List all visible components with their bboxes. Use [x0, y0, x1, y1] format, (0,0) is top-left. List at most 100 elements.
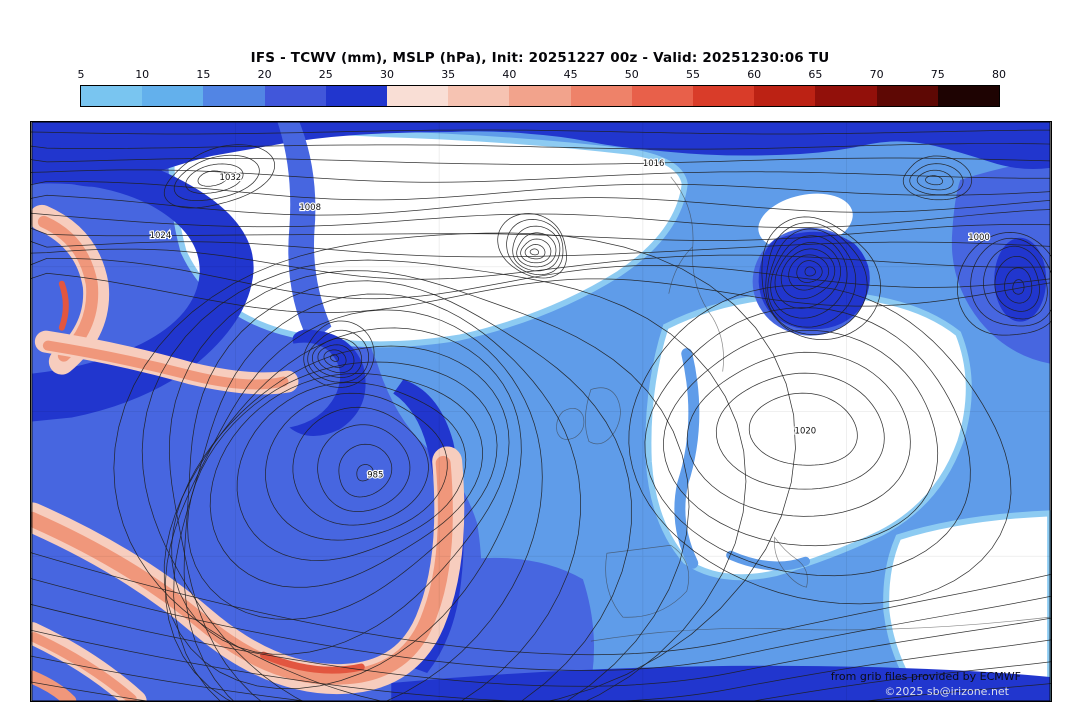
- isobar: [520, 238, 552, 264]
- chart-title: IFS - TCWV (mm), MSLP (hPa), Init: 20251…: [250, 50, 830, 66]
- isobar: [663, 329, 939, 547]
- isobar: [796, 260, 823, 283]
- colorbar-segment: [876, 86, 938, 106]
- isobar: [31, 655, 1051, 701]
- colorbar-segment: [325, 86, 388, 106]
- isobar: [173, 154, 260, 202]
- moisture-arc-edge: [31, 670, 77, 701]
- isobar: [804, 266, 816, 277]
- isobar: [516, 232, 557, 268]
- isobar: [163, 327, 522, 689]
- colorbar-segment: [754, 86, 816, 106]
- isobar: [168, 270, 690, 701]
- isobar: [765, 222, 868, 336]
- isobar: [31, 629, 1051, 701]
- isobar: [31, 224, 1051, 241]
- moist-tongue: [277, 122, 332, 344]
- colorbar-tick-label: 15: [196, 68, 211, 81]
- map-canvas: 1032 1024 1008 1016 1020 1000 985: [31, 122, 1051, 701]
- isobar: [31, 257, 1051, 300]
- tcwv-field-medium-southcenter: [428, 557, 595, 701]
- isobar: [31, 169, 1051, 183]
- isobar: [31, 578, 1051, 671]
- colorbar-tick-label: 70: [869, 68, 884, 81]
- isobar: [31, 604, 1051, 687]
- isobar: [506, 219, 564, 276]
- isobar: [31, 241, 1051, 258]
- moisture-filament: [726, 550, 811, 571]
- isobar: [171, 345, 510, 655]
- colorbar-tick-label: 80: [992, 68, 1006, 81]
- colorbar-segment: [570, 86, 632, 106]
- copyright-credit: ©2025 sb@irizone.net: [884, 685, 1009, 698]
- isobar: [715, 372, 885, 490]
- isobar-label: 1032: [220, 172, 242, 182]
- isobar: [529, 248, 539, 256]
- isobar: [1012, 279, 1025, 295]
- isobar: [31, 181, 1051, 201]
- colorbar-tick-label: 40: [502, 68, 517, 81]
- isobar: [185, 163, 244, 194]
- colorbar-tick-label: 45: [563, 68, 578, 81]
- isobar: [983, 245, 1048, 320]
- isobar: [31, 209, 1051, 228]
- isobar-label: 1024: [150, 230, 172, 240]
- moisture-plumes: [31, 204, 465, 701]
- coast-iberia: [605, 544, 690, 618]
- colorbar-tick-label: 25: [318, 68, 333, 81]
- isobar: [788, 254, 830, 291]
- moist-band-bottom: [391, 665, 1051, 701]
- isobar: [31, 272, 1051, 314]
- isobar: [31, 157, 1051, 165]
- map-border: [31, 122, 1051, 701]
- isobar-label: 985: [367, 469, 383, 479]
- isobar: [236, 382, 467, 561]
- isobar: [644, 307, 971, 577]
- isobar: [183, 280, 632, 701]
- colorbar-tick-label: 35: [441, 68, 456, 81]
- isobar: [31, 129, 1051, 135]
- tcwv-field-medium-west: [31, 122, 482, 701]
- isobar-contours: [31, 129, 1051, 701]
- isobar: [1004, 267, 1033, 304]
- coast-ireland: [556, 407, 585, 440]
- coast-italy: [773, 536, 808, 588]
- isobar: [163, 144, 276, 209]
- isobar: [209, 373, 483, 588]
- moisture-band-mid-core: [42, 340, 289, 390]
- isobar: [957, 232, 1051, 336]
- isobar: [497, 213, 567, 279]
- isobar: [31, 194, 1051, 216]
- colorbar-segment: [203, 86, 265, 106]
- colorbar-tick-label: 75: [930, 68, 945, 81]
- isobar: [312, 337, 363, 378]
- isobar: [909, 163, 964, 196]
- colorbar-tick-label: 65: [808, 68, 823, 81]
- colorbar-segment: [693, 86, 755, 106]
- isobar: [994, 255, 1040, 312]
- isobar: [307, 329, 369, 383]
- colorbar-tick-label: 60: [747, 68, 762, 81]
- colorbar-tick-label: 20: [257, 68, 272, 81]
- colorbar-ticks: 5 10 15 20 25 30 35 40 45 50 55 60 65 70 75 80: [78, 68, 1007, 82]
- isobar: [31, 248, 1051, 280]
- isobar: [31, 143, 1051, 150]
- graticule: [31, 122, 1051, 701]
- colorbar-segment: [448, 86, 510, 106]
- colorbar-segment: [142, 86, 204, 106]
- isobar: [970, 237, 1051, 327]
- moisture-filament: [674, 348, 700, 569]
- isobar: [524, 244, 546, 260]
- isobar: [303, 320, 375, 388]
- isobar: [173, 293, 581, 701]
- isobar-labels: 1032 1024 1008 1016 1020 1000 985: [149, 157, 991, 481]
- isobar: [31, 681, 1051, 701]
- colorbar-tick-label: 55: [686, 68, 700, 81]
- colorbar-segment: [631, 86, 694, 106]
- moisture-plume-west-max: [58, 280, 69, 331]
- moist-comma-west: [31, 139, 254, 422]
- isobar: [31, 552, 1051, 655]
- colorbar-segment: [264, 86, 326, 106]
- isobar: [113, 232, 796, 701]
